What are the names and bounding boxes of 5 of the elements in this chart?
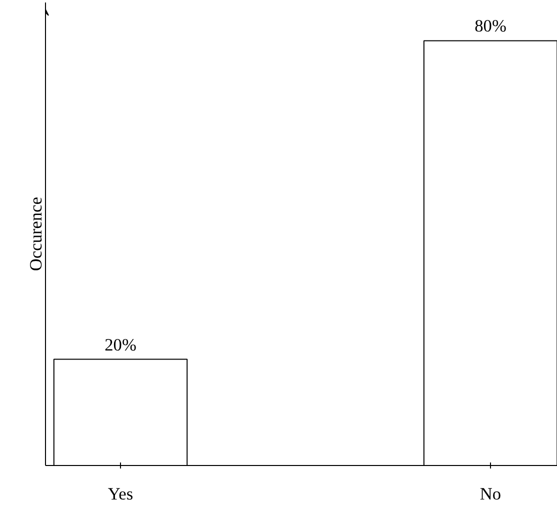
- data-label: 20%: [104, 335, 136, 354]
- y-axis-title: Occurence: [26, 196, 46, 272]
- x-tick-label: No: [480, 484, 502, 504]
- x-tick-label: Yes: [108, 484, 134, 504]
- data-label: 80%: [474, 16, 506, 36]
